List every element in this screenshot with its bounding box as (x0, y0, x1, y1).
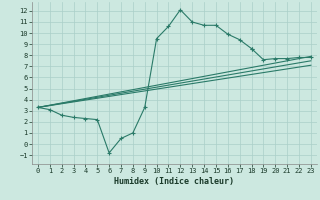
X-axis label: Humidex (Indice chaleur): Humidex (Indice chaleur) (115, 177, 234, 186)
